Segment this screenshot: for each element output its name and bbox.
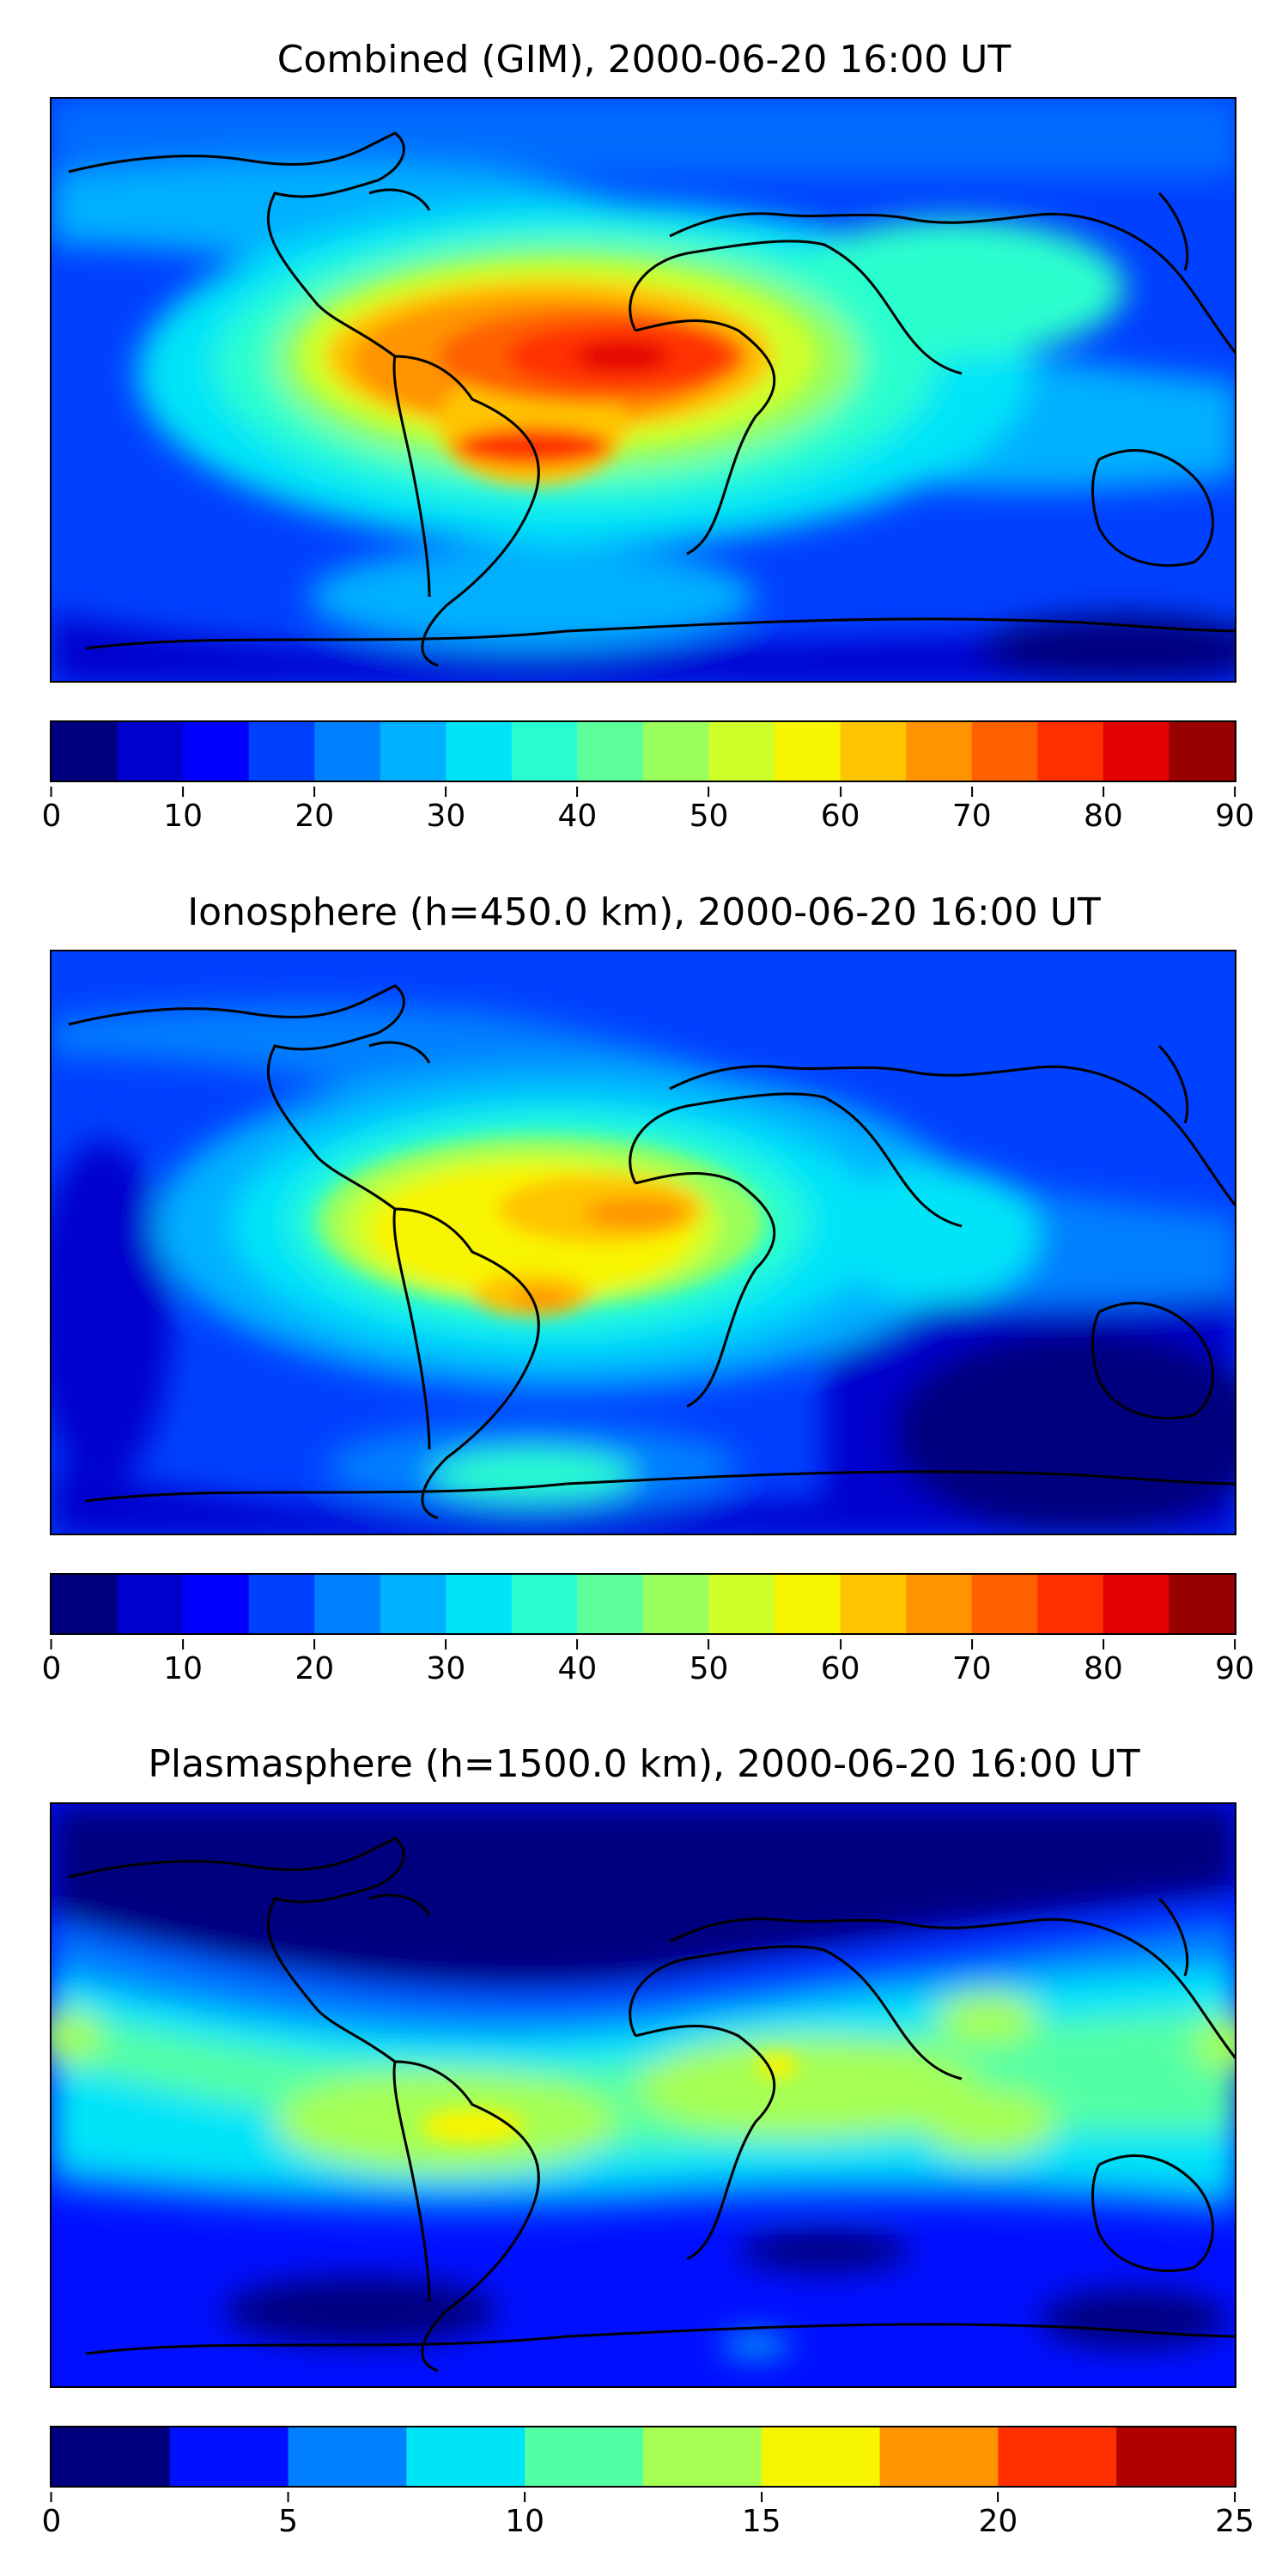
tec-map-ionosphere bbox=[50, 950, 1236, 1535]
colorbar-level bbox=[1169, 722, 1235, 781]
colorbar-tick-label: 30 bbox=[426, 799, 466, 834]
colorbar-ticks: 0 10 20 30 40 50 60 70 80 90 bbox=[42, 1651, 1255, 1703]
map-title: Combined (GIM), 2000-06-20 16:00 UT bbox=[276, 38, 1012, 82]
colorbar-level bbox=[314, 1575, 381, 1633]
colorbar-tick-label: 70 bbox=[951, 799, 992, 834]
colorbar-tick-label: 60 bbox=[820, 1651, 860, 1686]
colorbar-level bbox=[971, 722, 1038, 781]
colorbar-level bbox=[906, 722, 973, 781]
tec-field bbox=[52, 1804, 1235, 2386]
colorbar-level bbox=[288, 2427, 407, 2486]
colorbar-level bbox=[183, 1575, 250, 1633]
colorbar-tick-label: 40 bbox=[557, 1651, 598, 1686]
colorbar bbox=[50, 720, 1236, 782]
coastlines bbox=[68, 984, 1235, 1520]
colorbar-tick-label: 20 bbox=[295, 1651, 335, 1686]
colorbar-level bbox=[708, 1575, 775, 1633]
colorbar-level bbox=[511, 722, 579, 781]
colorbar-level bbox=[708, 722, 775, 781]
colorbar-level bbox=[775, 722, 841, 781]
colorbar-level bbox=[971, 1575, 1038, 1633]
colorbar-level bbox=[761, 2427, 881, 2486]
colorbar-level bbox=[380, 1575, 447, 1633]
colorbar-level bbox=[406, 2427, 526, 2486]
colorbar-level bbox=[840, 1575, 907, 1633]
colorbar-level bbox=[525, 2427, 644, 2486]
colorbar-level bbox=[643, 2427, 762, 2486]
colorbar-level bbox=[577, 1575, 644, 1633]
colorbar-tick-label: 60 bbox=[820, 799, 860, 834]
tec-field bbox=[52, 99, 1235, 681]
colorbar-tick-label: 50 bbox=[689, 799, 729, 834]
colorbar-level bbox=[643, 1575, 710, 1633]
colorbar-level bbox=[380, 722, 447, 781]
colorbar-level bbox=[643, 722, 710, 781]
colorbar-gradient bbox=[52, 722, 1235, 781]
colorbar-level bbox=[906, 1575, 973, 1633]
colorbar-level bbox=[1037, 1575, 1104, 1633]
colorbar-level bbox=[1169, 1575, 1235, 1633]
colorbar-level bbox=[1116, 2427, 1235, 2486]
colorbar-level bbox=[998, 2427, 1117, 2486]
colorbar bbox=[50, 2426, 1236, 2488]
colorbar-level bbox=[577, 722, 644, 781]
colorbar-tick-label: 80 bbox=[1083, 1651, 1123, 1686]
colorbar-level bbox=[1103, 722, 1170, 781]
tec-field bbox=[52, 951, 1235, 1534]
colorbar-level bbox=[1037, 722, 1104, 781]
colorbar-tick-label: 40 bbox=[557, 799, 598, 834]
colorbar-tick-label: 25 bbox=[1215, 2504, 1255, 2539]
colorbar-level bbox=[248, 722, 315, 781]
colorbar-tick-label: 20 bbox=[978, 2504, 1018, 2539]
colorbar-level bbox=[52, 1575, 118, 1633]
colorbar-tick-label: 0 bbox=[41, 799, 62, 834]
colorbar-gradient bbox=[52, 2427, 1235, 2486]
map-title: Plasmasphere (h=1500.0 km), 2000-06-20 1… bbox=[148, 1742, 1140, 1786]
colorbar-level bbox=[775, 1575, 841, 1633]
colorbar-tick-label: 5 bbox=[278, 2504, 299, 2539]
colorbar-level bbox=[446, 1575, 513, 1633]
colorbar-tick-label: 70 bbox=[951, 1651, 992, 1686]
colorbar-level bbox=[446, 722, 513, 781]
colorbar-tick-label: 10 bbox=[163, 1651, 204, 1686]
colorbar-level bbox=[117, 722, 184, 781]
colorbar-level bbox=[169, 2427, 289, 2486]
colorbar-level bbox=[879, 2427, 999, 2486]
colorbar-tick-label: 90 bbox=[1215, 1651, 1255, 1686]
colorbar-level bbox=[52, 2427, 171, 2486]
colorbar-tick-label: 15 bbox=[741, 2504, 781, 2539]
tec-map-plasmasphere bbox=[50, 1802, 1236, 2388]
colorbar-level bbox=[183, 722, 250, 781]
colorbar-level bbox=[248, 1575, 315, 1633]
colorbar-ticks: 0 5 10 15 20 25 bbox=[42, 2504, 1255, 2555]
colorbar-tick-label: 30 bbox=[426, 1651, 466, 1686]
colorbar-tick-label: 80 bbox=[1083, 799, 1123, 834]
colorbar-tick-label: 50 bbox=[689, 1651, 729, 1686]
colorbar-level bbox=[511, 1575, 579, 1633]
colorbar-level bbox=[840, 722, 907, 781]
colorbar-level bbox=[52, 722, 118, 781]
colorbar-level bbox=[117, 1575, 184, 1633]
coastlines bbox=[68, 131, 1235, 667]
colorbar-level bbox=[1103, 1575, 1170, 1633]
coastlines bbox=[68, 1837, 1235, 2372]
colorbar-level bbox=[314, 722, 381, 781]
map-title: Ionosphere (h=450.0 km), 2000-06-20 16:0… bbox=[187, 890, 1101, 934]
colorbar-gradient bbox=[52, 1575, 1235, 1633]
colorbar-tick-label: 20 bbox=[295, 799, 335, 834]
colorbar bbox=[50, 1573, 1236, 1635]
colorbar-tick-label: 0 bbox=[41, 2504, 62, 2539]
colorbar-tick-label: 90 bbox=[1215, 799, 1255, 834]
colorbar-tick-label: 0 bbox=[41, 1651, 62, 1686]
colorbar-ticks: 0 10 20 30 40 50 60 70 80 90 bbox=[42, 799, 1255, 850]
colorbar-tick-label: 10 bbox=[505, 2504, 545, 2539]
tec-map-combined bbox=[50, 97, 1236, 683]
colorbar-tick-label: 10 bbox=[163, 799, 204, 834]
